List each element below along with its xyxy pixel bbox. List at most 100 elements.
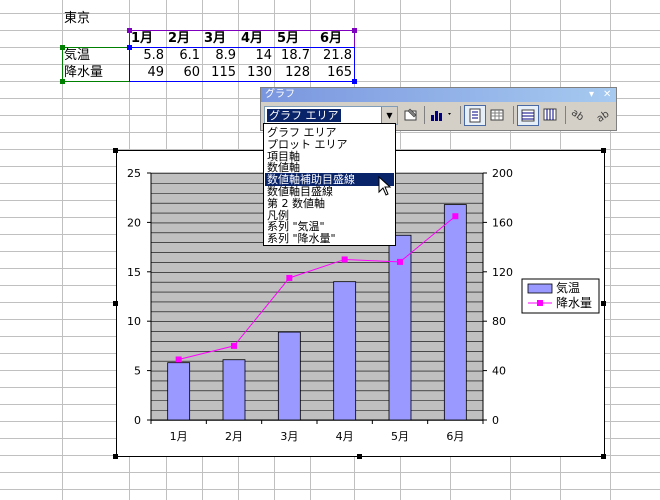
dropdown-item[interactable]: 数値軸目盛線 (267, 185, 333, 198)
chart-resize-handle[interactable] (113, 148, 118, 153)
chart-toolbar[interactable]: グラフ ▾ ✕ グラフ エリア ▼ (260, 87, 617, 131)
chart-type-icon (431, 111, 451, 121)
table-header-cell[interactable]: 1月 (131, 31, 154, 46)
table-cell[interactable]: 60 (183, 65, 200, 80)
table-cell[interactable]: 130 (247, 65, 272, 80)
chart-object-dropdown-list[interactable]: グラフ エリア プロット エリア 項目軸 数値軸 数値軸補助目盛線 数値軸目盛線第 2 数… (263, 123, 396, 246)
line-point (175, 356, 182, 363)
legend-swatch-bar (527, 283, 553, 294)
toolbar-separator (460, 106, 461, 124)
value-range-border (129, 47, 355, 82)
range-handle[interactable] (127, 28, 132, 33)
data-table-icon (490, 109, 504, 121)
dropdown-item[interactable]: グラフ エリア (267, 126, 337, 139)
chart-resize-handle[interactable] (357, 454, 362, 459)
toolbar-separator (513, 106, 514, 124)
row-label[interactable]: 降水量 (64, 65, 104, 80)
bar-mark (167, 362, 191, 421)
angle-text-downward-button[interactable]: ab (568, 105, 590, 126)
table-cell[interactable]: 6.1 (179, 48, 200, 63)
chart-resize-handle[interactable] (601, 454, 606, 459)
data-table-button[interactable] (487, 105, 509, 126)
angle-text-down-icon: ab (569, 107, 586, 123)
dropdown-item[interactable]: 系列 "気温" (267, 220, 325, 234)
line-point (452, 213, 459, 220)
legend-icon (469, 108, 481, 123)
table-header-cell[interactable]: 3月 (204, 31, 227, 46)
bar-mark (222, 359, 246, 421)
right-axis-tick-label: 200 (492, 167, 513, 180)
range-handle[interactable] (127, 45, 132, 50)
range-handle[interactable] (60, 79, 65, 84)
dropdown-item[interactable]: 系列 "降水量" (267, 232, 336, 246)
dropdown-item[interactable]: 凡例 (267, 208, 289, 222)
angle-text-upward-button[interactable]: ab (591, 105, 613, 126)
table-cell[interactable]: 165 (327, 65, 352, 80)
left-axis-tick-label: 10 (127, 315, 141, 328)
table-cell[interactable]: 115 (211, 65, 236, 80)
dropdown-item[interactable]: プロット エリア (267, 137, 348, 151)
left-axis-tick-label: 20 (127, 216, 141, 229)
table-cell[interactable]: 8.9 (215, 48, 236, 63)
chart-type-button[interactable] (427, 105, 457, 126)
range-handle[interactable] (352, 79, 357, 84)
category-tick-label: 6月 (446, 430, 464, 443)
table-cell[interactable]: 21.8 (323, 48, 352, 63)
chart-object-select[interactable]: グラフ エリア ▼ (264, 106, 398, 125)
toolbar-separator (565, 106, 566, 124)
by-row-button[interactable] (517, 105, 539, 126)
right-axis-tick-label: 160 (492, 216, 513, 229)
table-cell[interactable]: 5.8 (143, 48, 164, 63)
range-handle[interactable] (60, 45, 65, 50)
table-header-cell[interactable]: 5月 (277, 31, 300, 46)
line-point (286, 274, 293, 281)
bar-mark (277, 331, 301, 421)
bar-mark (388, 234, 412, 421)
bar-mark (333, 281, 357, 421)
left-axis-tick-label: 5 (134, 365, 141, 378)
right-axis-tick-label: 0 (492, 414, 499, 427)
chart-resize-handle[interactable] (113, 454, 118, 459)
right-axis-tick-label: 120 (492, 266, 513, 279)
format-object-button[interactable] (401, 105, 423, 126)
format-object-icon (404, 108, 417, 121)
legend-toggle-button[interactable] (464, 105, 486, 126)
table-cell[interactable]: 49 (147, 65, 164, 80)
table-cell[interactable]: 14 (255, 48, 272, 63)
row-label[interactable]: 気温 (64, 48, 91, 63)
bar-mark (443, 204, 467, 421)
range-handle[interactable] (352, 28, 357, 33)
category-tick-label: 1月 (170, 430, 188, 443)
dropdown-item[interactable]: 数値軸補助目盛線 (265, 173, 394, 187)
toolbar-titlebar[interactable]: グラフ ▾ ✕ (261, 88, 616, 102)
right-axis-tick-label: 80 (492, 315, 506, 328)
dropdown-item[interactable]: 第 2 数値軸 (267, 196, 325, 210)
table-cell[interactable]: 128 (285, 65, 310, 80)
table-header-cell[interactable]: 6月 (320, 31, 343, 46)
category-tick-label: 2月 (225, 430, 243, 443)
table-header-cell[interactable]: 4月 (241, 31, 264, 46)
table-header-cell[interactable]: 2月 (168, 31, 191, 46)
chart-resize-handle[interactable] (601, 301, 606, 306)
by-column-button[interactable] (540, 105, 562, 126)
legend-label: 気温 (556, 280, 580, 295)
category-tick-label: 5月 (391, 430, 409, 443)
category-tick-label: 4月 (336, 430, 354, 443)
line-point (341, 256, 348, 263)
chart-resize-handle[interactable] (601, 148, 606, 153)
left-axis-tick-label: 15 (127, 266, 141, 279)
sheet-title[interactable]: 東京 (64, 11, 91, 26)
select-arrow-icon[interactable]: ▼ (381, 107, 397, 124)
svg-text:ab: ab (569, 107, 586, 123)
dropdown-item[interactable]: 数値軸 (267, 161, 300, 175)
toolbar-title: グラフ (265, 89, 295, 100)
angle-text-up-icon: ab (595, 109, 612, 125)
dropdown-item[interactable]: 項目軸 (267, 149, 300, 163)
table-cell[interactable]: 18.7 (281, 48, 310, 63)
chart-resize-handle[interactable] (113, 301, 118, 306)
toolbar-options-arrow-icon[interactable]: ▾ (589, 89, 595, 100)
toolbar-close-icon[interactable]: ✕ (603, 89, 612, 100)
category-tick-label: 3月 (280, 430, 298, 443)
